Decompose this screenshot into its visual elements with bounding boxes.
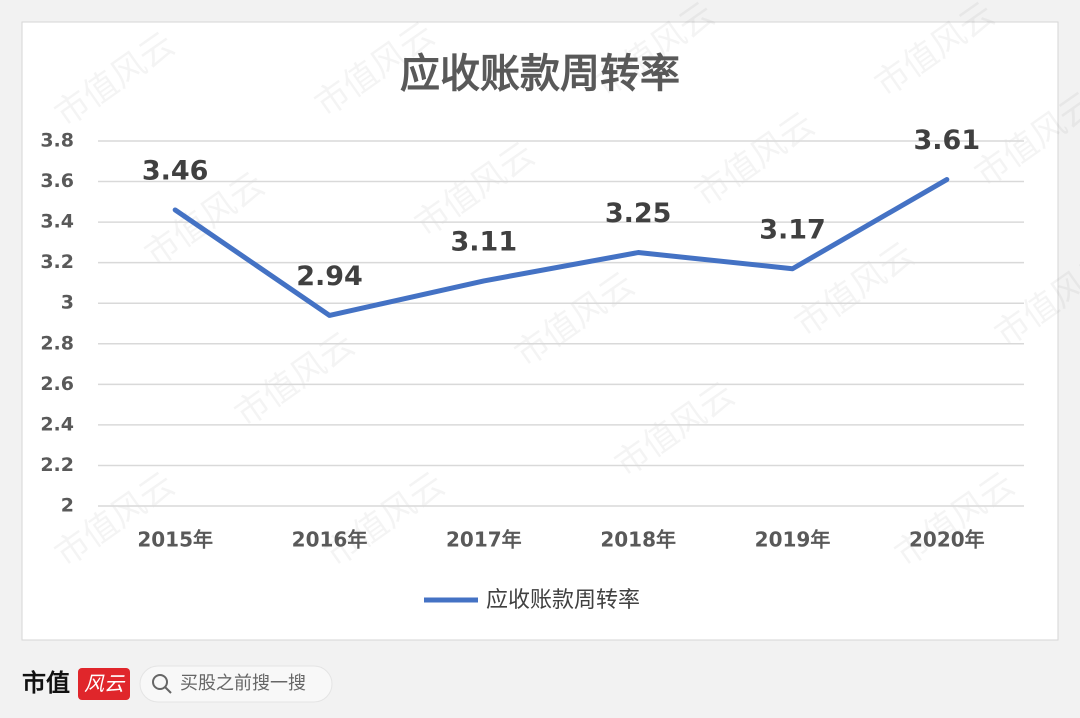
- x-tick-label: 2020年: [909, 528, 985, 552]
- data-label: 2.94: [296, 261, 363, 292]
- plot: 2 2.2 2.4 2.6 2.8 3 3.2 3.4 3.6 3.8 2015年 2016年 2017…: [40, 125, 1024, 613]
- y-tick-label: 2.8: [40, 332, 74, 354]
- y-tick-label: 3.8: [40, 130, 74, 152]
- y-tick-label: 3: [61, 292, 74, 314]
- y-tick-label: 2: [61, 495, 74, 517]
- data-label: 3.17: [759, 214, 826, 245]
- y-tick-label: 2.2: [40, 454, 74, 476]
- search-icon: [152, 674, 168, 690]
- brand: 市值: [22, 669, 70, 697]
- data-label: 3.25: [605, 198, 672, 229]
- chart-title: 应收账款周转率: [400, 51, 680, 97]
- x-tick-label: 2016年: [292, 528, 368, 552]
- data-label: 3.46: [142, 155, 209, 186]
- logo-box: [78, 668, 130, 700]
- chart-panel: [21, 21, 1059, 641]
- y-tick-label: 2.6: [40, 373, 74, 395]
- search-box[interactable]: [139, 665, 333, 703]
- data-label: 3.61: [914, 125, 981, 156]
- y-tick-label: 3.2: [40, 251, 74, 273]
- y-tick-label: 3.4: [40, 211, 74, 233]
- x-tick-label: 2018年: [600, 528, 676, 552]
- x-tick-label: 2019年: [755, 528, 831, 552]
- y-tick-label: 3.6: [40, 170, 74, 192]
- x-tick-label: 2015年: [137, 528, 213, 552]
- line: [172, 177, 950, 318]
- data-label: 3.11: [451, 226, 518, 257]
- x-tick-label: 2017年: [446, 528, 522, 552]
- y-tick-label: 2.4: [40, 413, 74, 435]
- logo: 风云: [84, 672, 126, 696]
- search-placeholder[interactable]: 买股之前搜一搜: [180, 673, 306, 694]
- search-icon-handle: [164, 686, 172, 694]
- legend-label: 应收账款周转率: [486, 588, 640, 613]
